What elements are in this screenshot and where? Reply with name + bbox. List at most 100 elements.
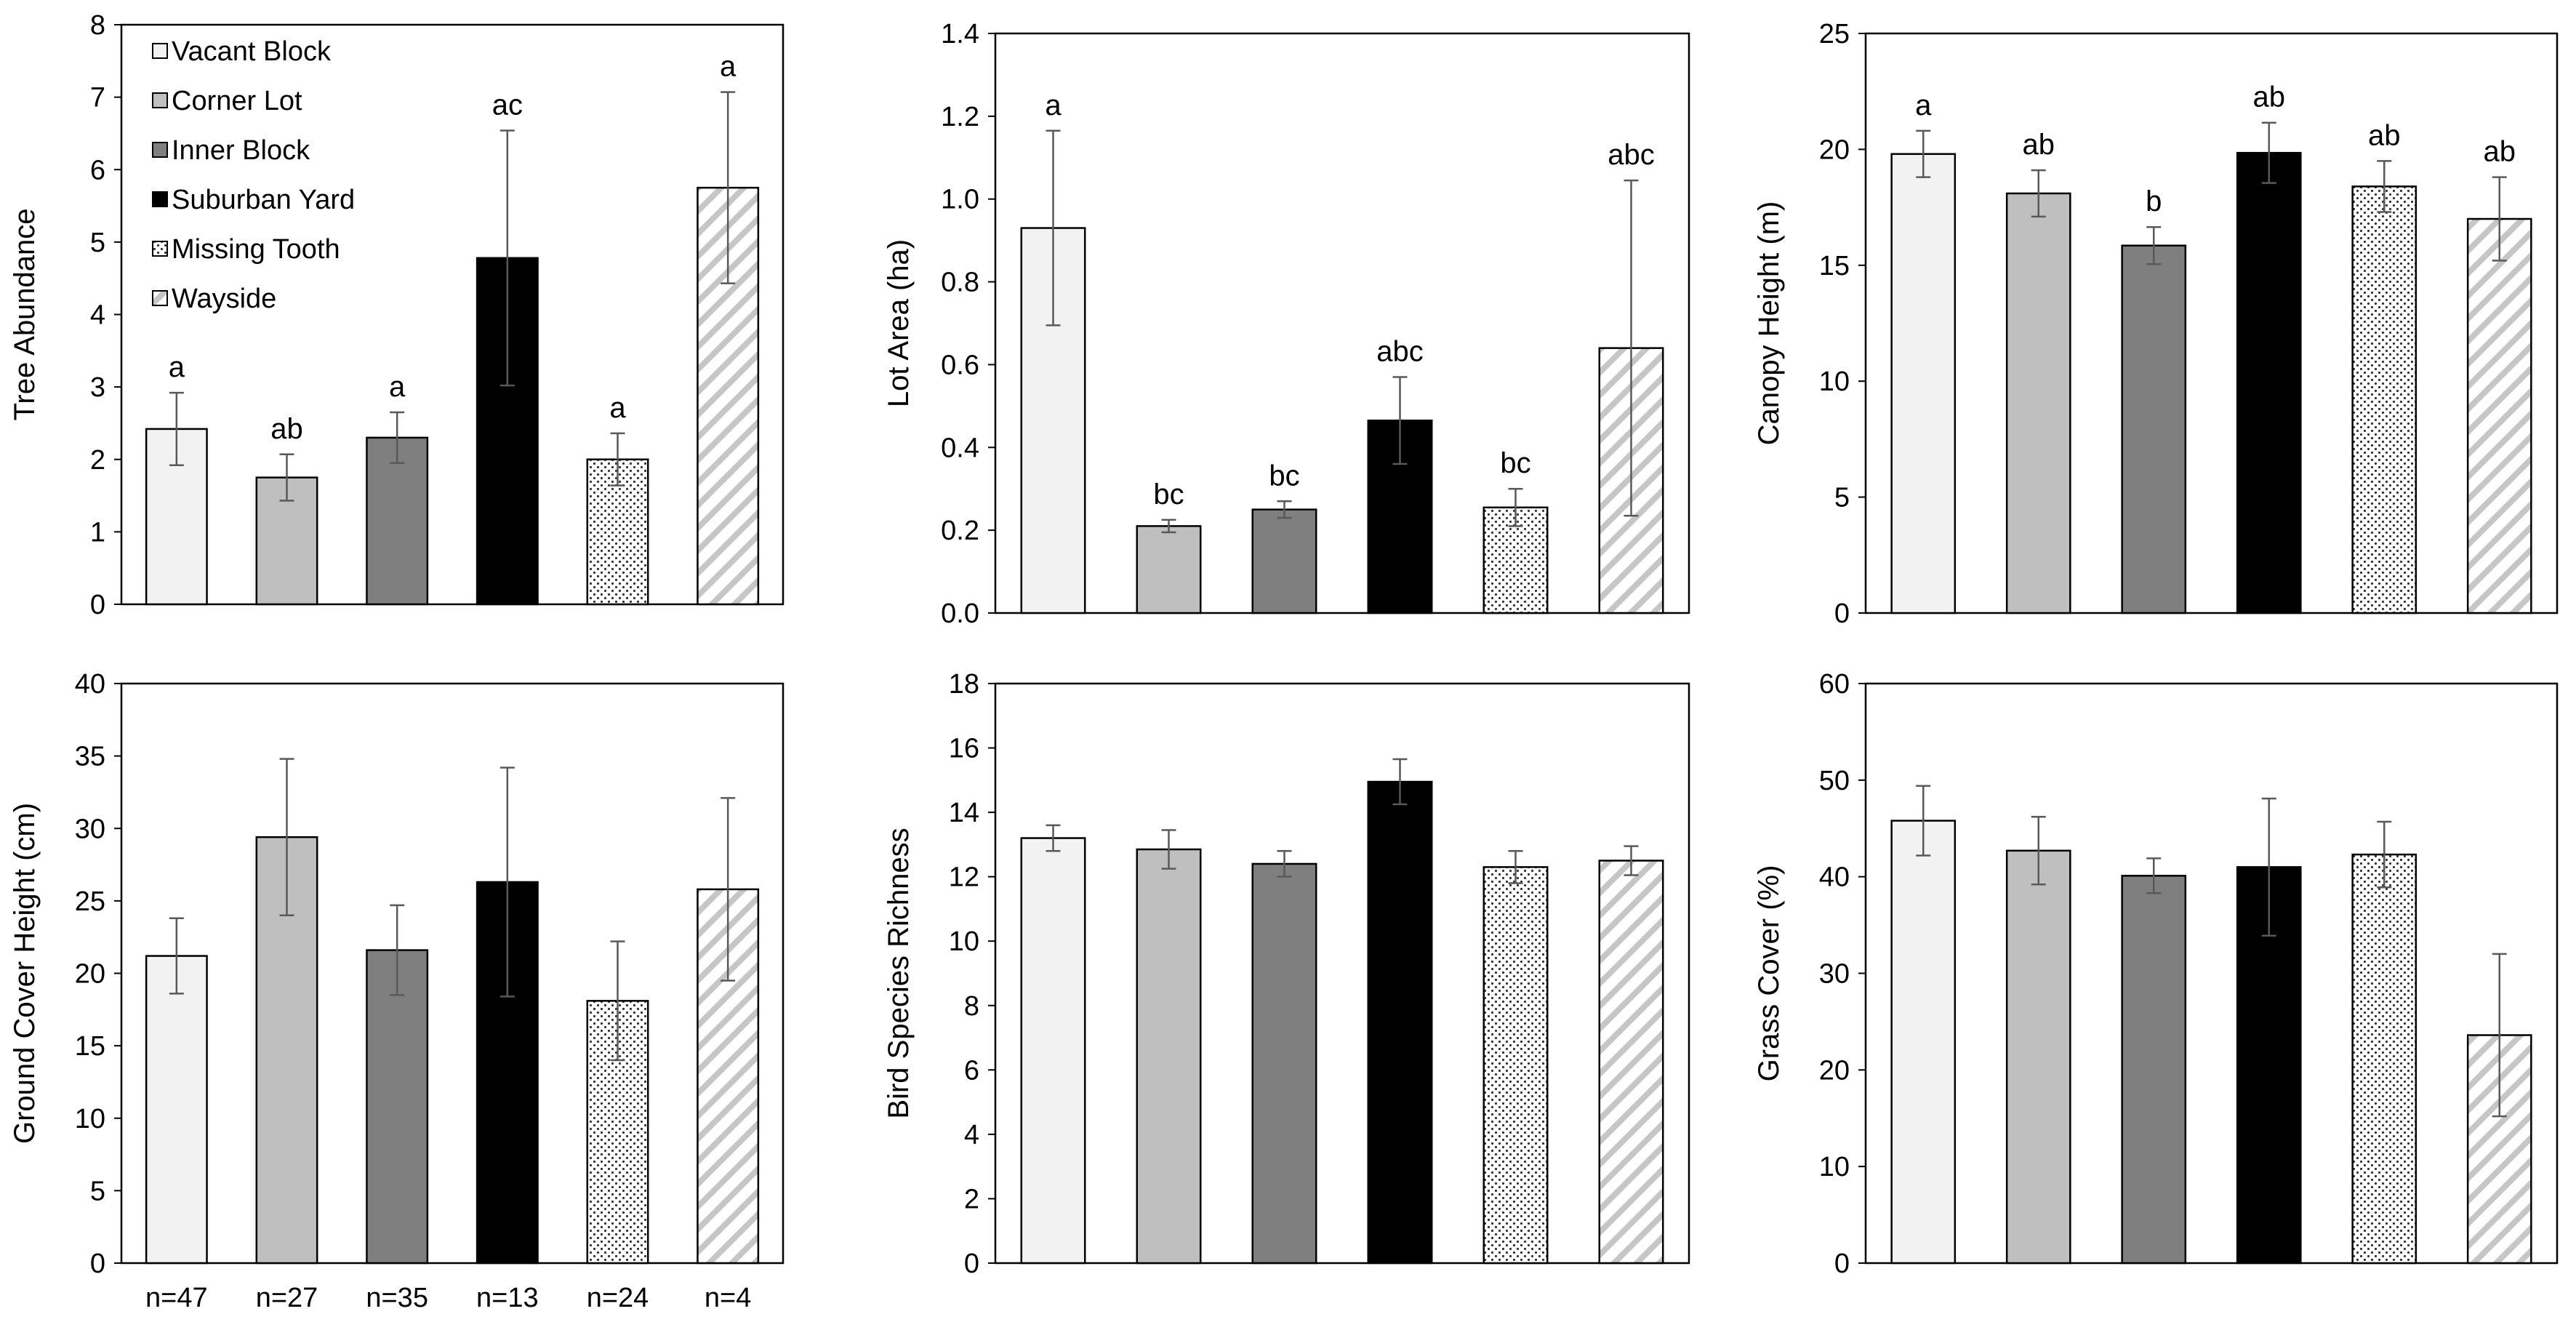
- y-tick-label: 3: [90, 372, 105, 403]
- panel-1: 0 1 2 3 4 5 6 7 8 Tree Abundance a ab a ac a a Vacant Bl…: [9, 10, 785, 620]
- significance-label: ab: [2023, 129, 2055, 161]
- significance-label: abc: [1608, 139, 1655, 171]
- significance-label: ab: [2253, 81, 2286, 113]
- bar-missing-tooth: [2351, 853, 2417, 1265]
- bar-vacant-block: [145, 955, 208, 1265]
- y-axis-label: Tree Abundance: [9, 208, 41, 420]
- y-tick-label: 0: [90, 590, 105, 620]
- y-tick-label: 0: [1834, 598, 1850, 629]
- significance-label: a: [169, 351, 185, 383]
- y-tick-label: 60: [1819, 669, 1850, 700]
- y-tick-label: 5: [90, 228, 105, 258]
- bar-wayside: [1598, 860, 1664, 1265]
- y-tick-label: 15: [75, 1031, 105, 1062]
- panel-3: 0 5 10 15 20 25 Canopy Height (m) a ab b ab ab ab: [1753, 19, 2559, 629]
- y-tick-label: 8: [964, 991, 979, 1022]
- y-tick-label: 0.8: [941, 268, 979, 298]
- y-tick-label: 0: [964, 1249, 979, 1279]
- y-tick-label: 1: [90, 517, 105, 548]
- y-tick-label: 10: [1819, 1152, 1850, 1182]
- y-tick-label: 25: [75, 886, 105, 917]
- bar-corner-lot: [1136, 525, 1202, 614]
- y-tick-label: 15: [1819, 251, 1850, 281]
- bar-missing-tooth: [1482, 866, 1549, 1265]
- sample-size-label: n=24: [587, 1283, 649, 1313]
- significance-label: a: [609, 392, 626, 424]
- y-tick-label: 20: [1819, 1055, 1850, 1086]
- y-tick-label: 12: [949, 862, 979, 893]
- y-tick-label: 30: [75, 814, 105, 844]
- significance-label: bc: [1269, 460, 1299, 492]
- bar-suburban-yard: [1367, 780, 1433, 1265]
- y-tick-label: 20: [75, 959, 105, 990]
- legend-swatch: [152, 290, 168, 306]
- panel-5: 0 2 4 6 8 10 12 14 16 18 Bird Species Richness: [883, 669, 1690, 1279]
- y-tick-label: 0: [1834, 1249, 1850, 1279]
- y-tick-label: 25: [1819, 19, 1850, 49]
- bar-inner-block: [1251, 862, 1317, 1265]
- y-tick-label: 10: [949, 926, 979, 957]
- bar-wayside: [2466, 217, 2532, 614]
- significance-label: ab: [2368, 119, 2401, 151]
- bar-corner-lot: [1136, 848, 1202, 1265]
- y-tick-label: 4: [964, 1120, 979, 1150]
- bar-missing-tooth: [2351, 185, 2417, 614]
- legend-swatch: [152, 142, 168, 158]
- plot-frame: [120, 682, 785, 1265]
- y-tick-label: 20: [1819, 135, 1850, 165]
- y-tick-label: 5: [1834, 483, 1850, 513]
- bar-inner-block: [1251, 508, 1317, 614]
- y-tick-label: 1.4: [941, 19, 979, 49]
- bar-suburban-yard: [2236, 151, 2302, 614]
- y-tick-label: 6: [964, 1055, 979, 1086]
- bar-corner-lot: [2005, 849, 2071, 1265]
- significance-label: b: [2146, 185, 2162, 217]
- legend-label: Vacant Block: [172, 36, 332, 67]
- legend-swatch: [152, 43, 168, 59]
- y-tick-label: 16: [949, 734, 979, 764]
- legend-swatch: [152, 241, 168, 257]
- y-axis-label: Lot Area (ha): [883, 239, 915, 407]
- bar-inner-block: [2121, 875, 2187, 1265]
- y-axis-label: Grass Cover (%): [1753, 865, 1785, 1082]
- y-axis-label: Canopy Height (m): [1753, 201, 1785, 446]
- y-tick-label: 0.4: [941, 433, 979, 463]
- sample-size-label: n=35: [366, 1283, 428, 1313]
- bar-inner-block: [366, 949, 429, 1265]
- y-tick-label: 30: [1819, 959, 1850, 990]
- y-tick-label: 8: [90, 10, 105, 41]
- significance-label: a: [720, 51, 737, 83]
- y-tick-label: 2: [964, 1184, 979, 1214]
- y-tick-label: 5: [90, 1176, 105, 1206]
- legend-label: Suburban Yard: [172, 185, 355, 215]
- significance-label: a: [389, 371, 406, 403]
- legend-label: Wayside: [172, 284, 276, 314]
- y-tick-label: 0.2: [941, 516, 979, 546]
- bar-vacant-block: [1890, 153, 1957, 614]
- legend-label: Inner Block: [172, 135, 310, 166]
- panel-6: 0 10 20 30 40 50 60 Grass Cover (%): [1753, 669, 2559, 1279]
- y-tick-label: 2: [90, 445, 105, 476]
- legend-label: Missing Tooth: [172, 234, 340, 265]
- significance-label: a: [1045, 89, 1062, 121]
- bar-vacant-block: [1020, 837, 1086, 1265]
- y-axis-label: Bird Species Richness: [883, 828, 915, 1118]
- y-tick-label: 0: [90, 1249, 105, 1279]
- legend-label: Corner Lot: [172, 86, 302, 116]
- plot-frame: [994, 32, 1690, 614]
- y-tick-label: 14: [949, 798, 979, 828]
- y-tick-label: 1.2: [941, 102, 979, 132]
- y-tick-label: 35: [75, 742, 105, 772]
- plot-frame: [1864, 682, 2559, 1265]
- significance-label: ab: [2484, 136, 2516, 168]
- bar-vacant-block: [1890, 820, 1957, 1265]
- plot-frame: [994, 682, 1690, 1265]
- panel-4: 0 5 10 15 20 25 30 35 40 Ground Cover Height (cm)…: [9, 669, 785, 1313]
- sample-size-label: n=27: [256, 1283, 318, 1313]
- y-axis-label: Ground Cover Height (cm): [9, 803, 41, 1144]
- plot-frame: [1864, 32, 2559, 614]
- significance-label: ac: [492, 89, 523, 121]
- significance-label: bc: [1153, 478, 1184, 510]
